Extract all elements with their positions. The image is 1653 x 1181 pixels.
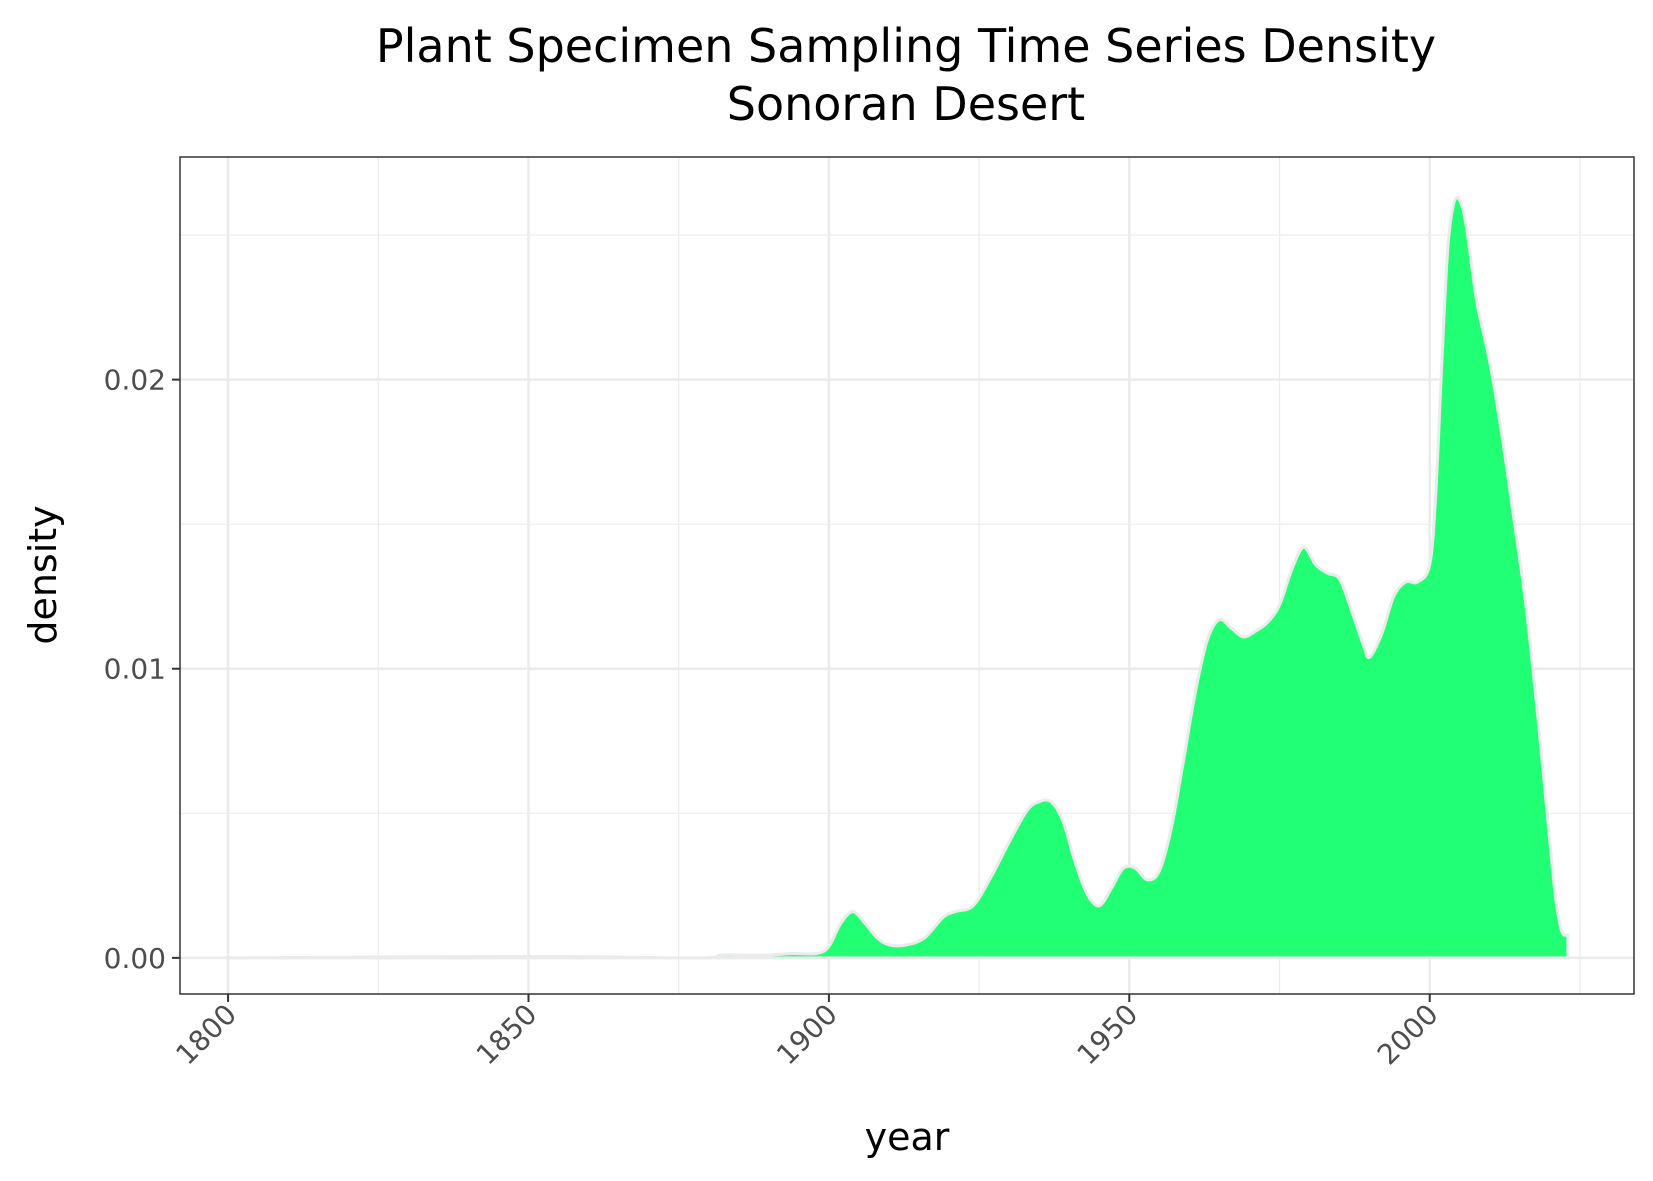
x-tick-label: 1950 xyxy=(1071,998,1145,1072)
y-tick-label: 0.02 xyxy=(104,364,166,397)
x-tick-label: 1850 xyxy=(470,998,544,1072)
x-tick-label: 2000 xyxy=(1371,998,1445,1072)
y-tick-label: 0.00 xyxy=(104,942,166,975)
x-axis-title: year xyxy=(865,1115,950,1159)
x-axis: 1800 1850 1900 1950 2000 xyxy=(169,994,1445,1072)
chart-subtitle: Sonoran Desert xyxy=(727,77,1085,131)
density-area xyxy=(228,196,1570,960)
x-tick-label: 1800 xyxy=(169,998,243,1072)
x-tick-label: 1900 xyxy=(770,998,844,1072)
y-axis-title: density xyxy=(21,505,65,644)
y-tick-label: 0.01 xyxy=(104,653,166,686)
plot-border xyxy=(179,156,1635,995)
chart-title: Plant Specimen Sampling Time Series Dens… xyxy=(376,19,1436,73)
y-axis: 0.00 0.01 0.02 xyxy=(104,364,180,975)
